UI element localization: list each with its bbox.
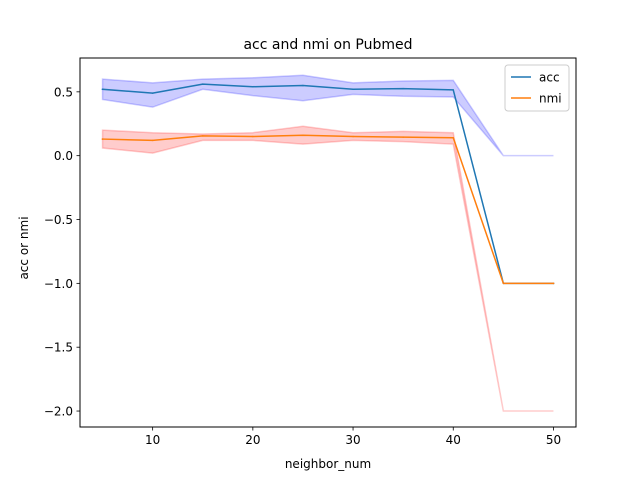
data-point-nmi <box>101 138 104 140</box>
x-axis: 10 20 30 40 50 <box>145 427 561 447</box>
data-point-nmi <box>302 134 304 136</box>
data-point-acc <box>151 92 154 94</box>
y-tick-label: −0.5 <box>44 213 73 227</box>
x-tick-label: 20 <box>245 433 260 447</box>
data-point-acc <box>352 88 354 91</box>
y-tick-label: 0.0 <box>54 149 73 163</box>
x-tick-label: 10 <box>145 433 160 447</box>
axes-frame <box>79 57 577 428</box>
y-tick-label: −1.5 <box>44 341 73 355</box>
x-tick-label: 30 <box>345 433 360 447</box>
series-line-nmi <box>101 134 555 285</box>
x-tick-label: 40 <box>446 433 461 447</box>
data-point-nmi <box>151 139 154 142</box>
data-point-nmi <box>452 137 455 139</box>
x-tick-label: 50 <box>546 433 561 447</box>
data-point-acc <box>101 88 104 91</box>
data-point-nmi <box>402 136 404 138</box>
data-point-nmi <box>201 135 204 137</box>
x-axis-label: neighbor_num <box>285 457 371 471</box>
data-point-nmi <box>352 135 354 138</box>
data-point-acc <box>452 89 455 91</box>
legend-label-nmi: nmi <box>539 92 562 106</box>
band-acc <box>101 74 554 157</box>
data-point-nmi <box>252 135 254 138</box>
chart-title: acc and nmi on Pubmed <box>243 37 412 53</box>
plot-area <box>101 74 555 412</box>
y-tick-label: −1.0 <box>44 277 73 291</box>
series-line-acc <box>101 83 555 285</box>
y-tick-label: 0.5 <box>54 85 73 99</box>
data-point-acc <box>402 87 404 90</box>
y-axis: 0.5 0.0 −0.5 −1.0 −1.5 −2.0 <box>44 85 80 419</box>
data-point-acc <box>302 84 304 87</box>
data-point-acc <box>201 83 204 85</box>
data-point-nmi <box>502 282 505 285</box>
legend: acc nmi <box>504 64 570 112</box>
data-point-acc <box>252 85 254 88</box>
data-point-nmi <box>552 282 555 285</box>
band-nmi <box>101 125 554 412</box>
y-tick-label: −2.0 <box>44 405 73 419</box>
legend-label-acc: acc <box>539 71 560 85</box>
y-axis-label: acc or nmi <box>17 216 31 279</box>
